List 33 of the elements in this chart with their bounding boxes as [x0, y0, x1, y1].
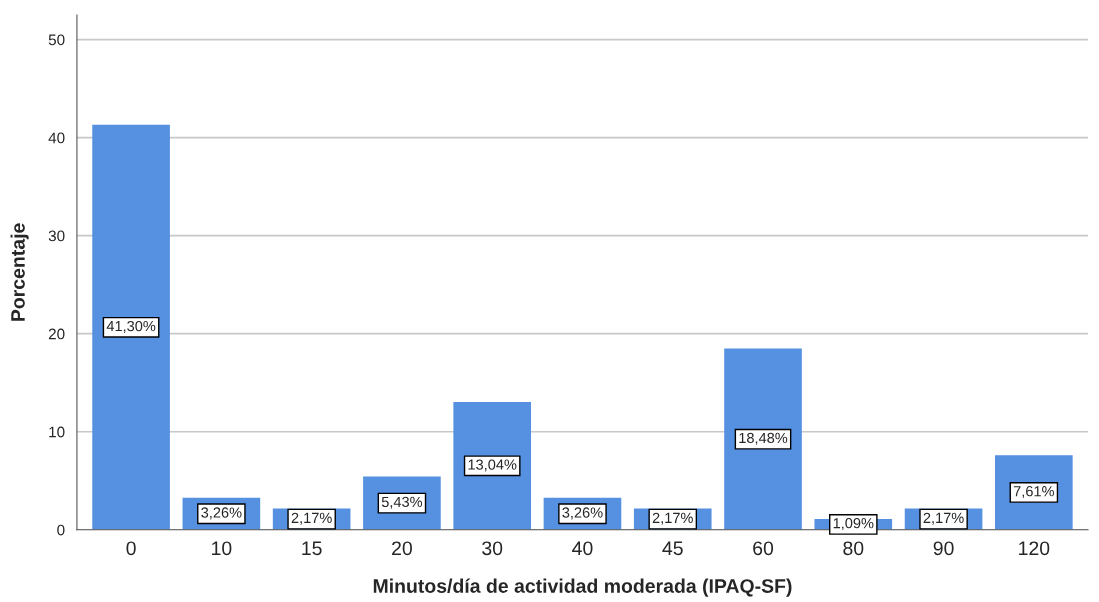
x-tick-label: 120: [1019, 541, 1050, 556]
data-label: 2,17%: [923, 512, 964, 525]
x-tick-label: 80: [843, 541, 864, 556]
data-label: 2,17%: [652, 512, 693, 525]
x-tick-label: 10: [212, 541, 232, 556]
data-label: 2,17%: [291, 512, 332, 525]
y-axis-title: Porcentaje: [10, 223, 29, 321]
y-tick-label: 0: [57, 524, 65, 536]
x-tick-label: 45: [662, 541, 683, 556]
bar: [92, 124, 170, 530]
x-tick-label: 40: [572, 541, 593, 556]
data-label: 18,48%: [739, 432, 788, 445]
bar: [724, 348, 802, 530]
data-label: 41,30%: [106, 320, 156, 333]
data-label: 3,26%: [201, 507, 242, 520]
y-tick-label: 50: [48, 34, 65, 46]
data-label: 13,04%: [468, 459, 517, 472]
data-label: 5,43%: [381, 496, 423, 509]
y-tick-label: 10: [49, 426, 65, 438]
bar: [453, 401, 532, 530]
x-tick-label: 20: [392, 541, 412, 556]
x-axis-title: Minutos/día de actividad moderada (IPAQ-SF): [373, 578, 792, 597]
data-label: 7,61%: [1013, 486, 1054, 499]
x-tick-label: 90: [933, 541, 954, 556]
y-tick-label: 20: [48, 328, 65, 340]
data-label: 3,26%: [562, 507, 603, 520]
data-label: 1,09%: [833, 518, 874, 531]
y-tick-label: 40: [48, 132, 65, 144]
x-tick-label: 15: [302, 541, 322, 556]
x-tick-label: 30: [482, 541, 503, 556]
y-tick-label: 30: [48, 230, 65, 242]
x-tick-label: 0: [126, 541, 136, 556]
x-tick-label: 60: [753, 541, 774, 556]
